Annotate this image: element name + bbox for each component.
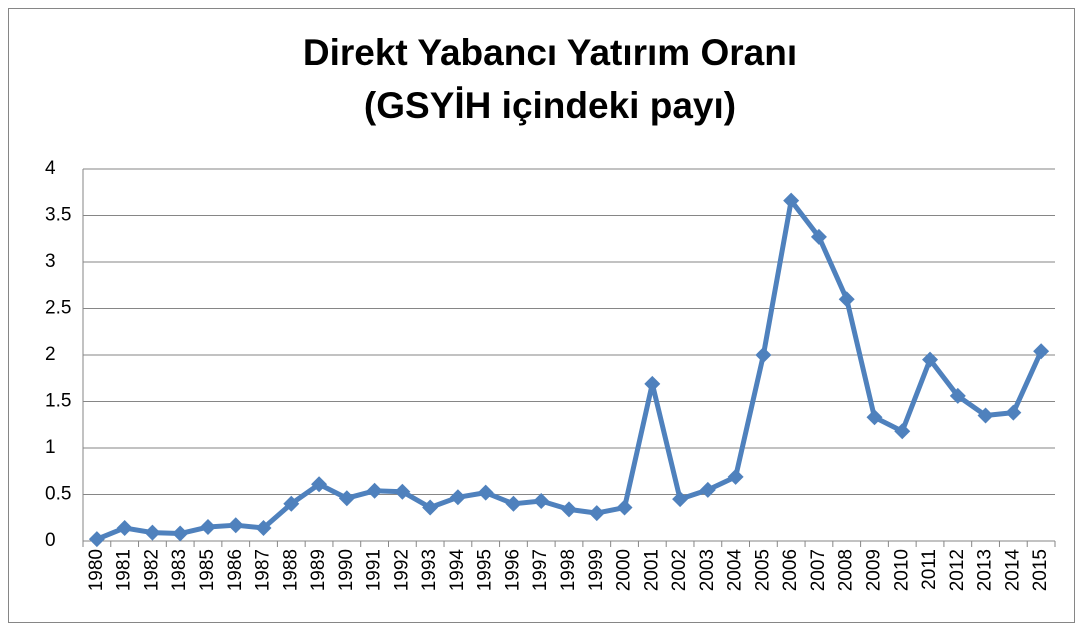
- x-tick-label: 2012: [947, 549, 968, 591]
- x-tick-label: 1996: [502, 549, 523, 591]
- marker: [199, 519, 216, 536]
- y-tick-label: 2: [45, 344, 56, 365]
- marker: [422, 499, 439, 516]
- x-tick-label: 1993: [419, 549, 440, 591]
- x-tick-label: 1988: [280, 549, 301, 591]
- x-tick-label: 1994: [447, 549, 468, 592]
- x-tick-label: 2005: [752, 549, 773, 591]
- y-tick-label: 3.5: [45, 205, 71, 226]
- marker: [894, 423, 911, 440]
- y-tick-label: 1: [45, 437, 56, 458]
- y-tick-label: 0: [45, 530, 56, 551]
- marker: [977, 407, 994, 424]
- x-tick-label: 1980: [86, 549, 107, 591]
- x-tick-label: 1995: [475, 549, 496, 591]
- marker: [227, 517, 244, 534]
- x-tick-label: 2007: [808, 549, 829, 591]
- x-tick-label: 2014: [1002, 549, 1023, 592]
- marker: [727, 468, 744, 485]
- x-tick-label: 1989: [308, 549, 329, 591]
- marker: [588, 505, 605, 522]
- marker: [866, 409, 883, 426]
- chart-title: Direkt Yabancı Yatırım Oranı: [303, 32, 797, 73]
- marker: [949, 387, 966, 404]
- x-tick-label: 1981: [114, 549, 135, 591]
- y-tick-label: 4: [45, 158, 56, 179]
- marker: [810, 228, 827, 245]
- x-tick-label: 2006: [780, 549, 801, 591]
- x-tick-label: 1985: [197, 549, 218, 591]
- chart-title: (GSYİH içindeki payı): [364, 85, 736, 126]
- marker: [144, 524, 161, 541]
- marker: [838, 291, 855, 308]
- marker: [699, 481, 716, 498]
- marker: [172, 525, 189, 542]
- x-tick-label: 1983: [169, 549, 190, 591]
- marker: [616, 499, 633, 516]
- x-tick-label: 2013: [975, 549, 996, 591]
- y-tick-label: 0.5: [45, 484, 71, 505]
- chart-frame: [8, 8, 1075, 623]
- x-tick-label: 1990: [336, 549, 357, 591]
- marker: [116, 519, 133, 536]
- x-tick-label: 1998: [558, 549, 579, 591]
- x-tick-label: 1987: [253, 549, 274, 591]
- marker: [338, 490, 355, 507]
- x-tick-label: 2010: [891, 549, 912, 591]
- y-tick-label: 3: [45, 251, 56, 272]
- x-tick-label: 2011: [919, 549, 940, 590]
- x-tick-label: 2004: [725, 549, 746, 592]
- y-tick-label: 1.5: [45, 391, 71, 412]
- marker: [1033, 343, 1050, 360]
- marker: [283, 495, 300, 512]
- x-tick-label: 2009: [864, 549, 885, 591]
- x-tick-label: 1986: [225, 549, 246, 591]
- y-tick-label: 2.5: [45, 298, 71, 319]
- x-tick-label: 1999: [586, 549, 607, 591]
- marker: [255, 519, 272, 536]
- x-tick-label: 1991: [364, 549, 385, 591]
- marker: [644, 375, 661, 392]
- marker: [783, 192, 800, 209]
- x-tick-label: 2002: [669, 549, 690, 591]
- x-tick-label: 2015: [1030, 549, 1051, 591]
- x-tick-label: 1992: [391, 549, 412, 591]
- marker: [88, 531, 105, 548]
- marker: [1005, 404, 1022, 421]
- x-tick-label: 1997: [530, 549, 551, 591]
- x-tick-label: 2003: [697, 549, 718, 591]
- x-tick-label: 2001: [641, 549, 662, 591]
- marker: [672, 491, 689, 508]
- marker: [449, 489, 466, 506]
- marker: [561, 501, 577, 518]
- x-tick-label: 2000: [614, 549, 635, 591]
- x-tick-label: 1982: [141, 549, 162, 591]
- marker: [477, 484, 494, 501]
- marker: [394, 483, 411, 500]
- marker: [311, 476, 328, 493]
- marker: [922, 351, 939, 368]
- marker: [755, 347, 772, 363]
- x-tick-label: 2008: [836, 549, 857, 591]
- marker: [533, 493, 550, 510]
- marker: [366, 482, 383, 499]
- marker: [505, 495, 522, 512]
